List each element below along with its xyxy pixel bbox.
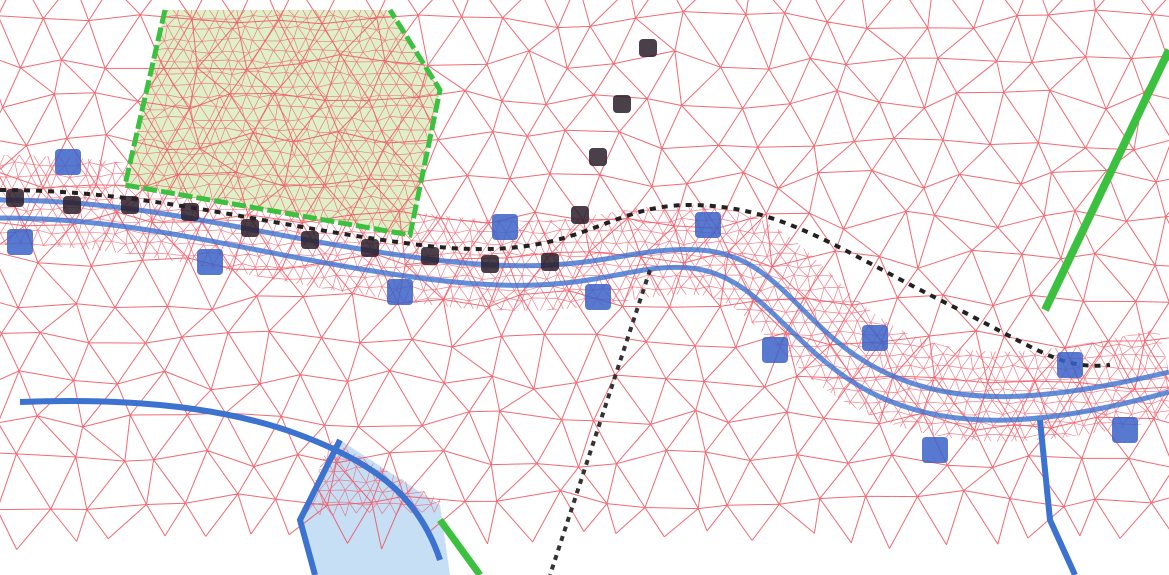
green-line — [1041, 48, 1169, 312]
blue-node — [695, 212, 721, 238]
dark-node — [121, 196, 139, 214]
blue-zone — [300, 440, 450, 575]
lower-river — [19, 397, 443, 561]
green-line-lower — [437, 517, 483, 575]
blue-node — [387, 279, 413, 305]
river-centerline — [0, 197, 1169, 400]
dark-node — [639, 39, 657, 57]
blue-node — [862, 325, 888, 351]
lower-river-branch — [296, 438, 343, 575]
dark-node — [361, 239, 379, 257]
blue-node — [55, 149, 81, 175]
river-bank — [0, 215, 1169, 423]
blue-node — [1057, 352, 1083, 378]
tributary — [1037, 419, 1078, 575]
dark-node — [241, 219, 259, 237]
blue-nodes — [7, 149, 1138, 463]
road-line — [0, 188, 1111, 368]
dark-node — [301, 231, 319, 249]
dark-node — [613, 95, 631, 113]
blue-node — [1112, 417, 1138, 443]
blue-node — [7, 229, 33, 255]
dark-node — [181, 203, 199, 221]
dark-node — [541, 253, 559, 271]
blue-node — [922, 437, 948, 463]
dark-node — [6, 189, 24, 207]
blue-node — [762, 337, 788, 363]
dark-node — [481, 255, 499, 273]
dark-node — [421, 247, 439, 265]
blue-node — [197, 249, 223, 275]
dark-node — [571, 206, 589, 224]
blue-node — [492, 214, 518, 240]
dark-nodes — [6, 39, 657, 273]
green-boundary — [121, 8, 443, 238]
green-zone — [125, 10, 440, 235]
dark-node — [63, 196, 81, 214]
dark-node — [589, 148, 607, 166]
dashed-line — [548, 269, 652, 575]
blue-node — [585, 284, 611, 310]
